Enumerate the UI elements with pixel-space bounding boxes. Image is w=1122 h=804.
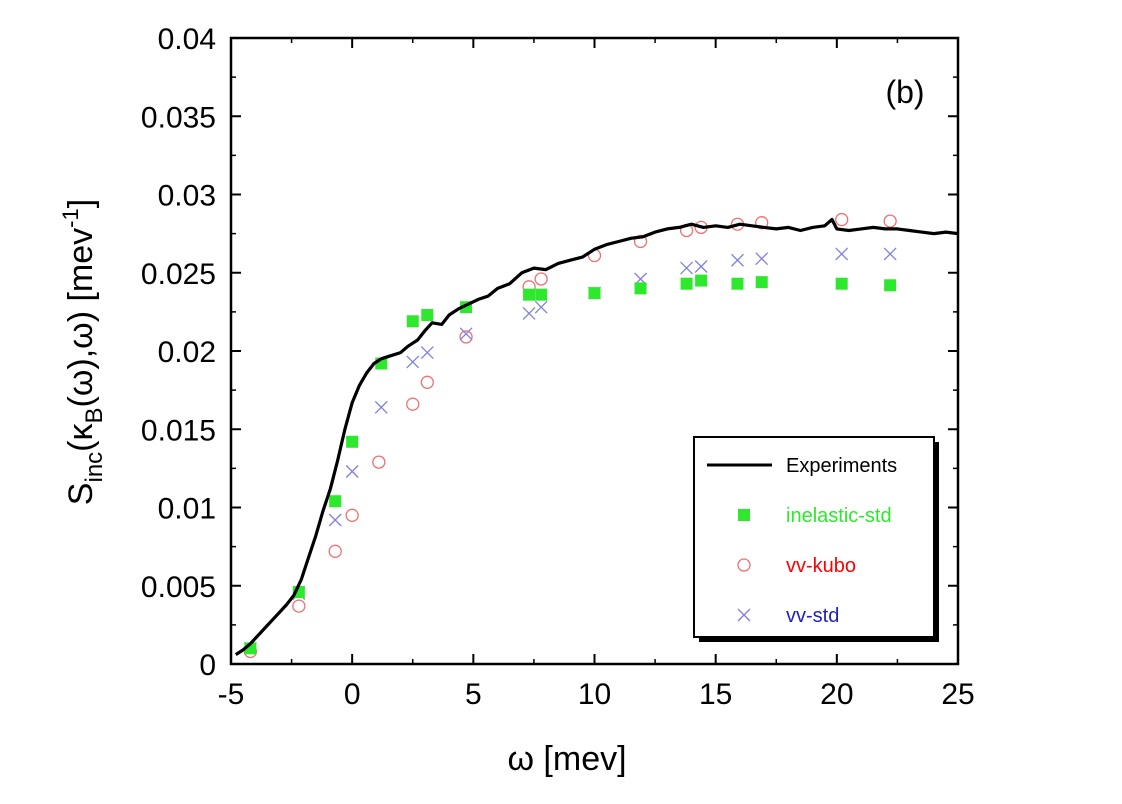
data-point-vv-std (406, 355, 420, 369)
panel-label: (b) (885, 74, 924, 110)
cross-stroke (883, 247, 897, 261)
cross-stroke (345, 465, 359, 478)
data-point-vv-std (374, 400, 388, 414)
legend-box (693, 436, 935, 638)
data-point-inelastic-std (329, 495, 342, 508)
legend: Experiments inelastic-std vv-kubo vv-std (693, 436, 939, 642)
data-point-inelastic-std (680, 277, 693, 290)
cross-stroke (406, 355, 420, 369)
cross-stroke (420, 346, 434, 360)
cross-stroke (328, 513, 342, 527)
data-point-vv-std (459, 327, 473, 341)
data-point-vv-std (420, 346, 434, 360)
legend-label: vv-kubo (786, 555, 856, 577)
x-tick-label: 15 (699, 678, 732, 711)
data-point-vv-std (534, 300, 548, 314)
data-point-vv-kubo (883, 214, 897, 228)
y-tick-label: 0.005 (141, 571, 216, 604)
y-tick-label: 0.035 (141, 101, 216, 134)
data-point-vv-kubo (534, 272, 548, 286)
cross-stroke (694, 260, 708, 273)
data-point-inelastic-std (731, 277, 744, 290)
data-point-vv-kubo (372, 455, 386, 469)
data-point-inelastic-std (244, 642, 257, 655)
y-axis-label: Sinc(κB(ω),ω) [mev-1] (58, 199, 108, 505)
data-point-vv-std (680, 261, 694, 275)
data-point-vv-kubo (328, 544, 342, 558)
legend-label: Experiments (786, 455, 897, 477)
y-tick-label: 0.025 (141, 258, 216, 291)
legend-entry-inelastic-std: inelastic-std (738, 505, 892, 527)
cross-stroke (459, 327, 473, 341)
data-point-vv-kubo (459, 330, 473, 344)
data-point-vv-std (755, 252, 769, 266)
data-point-vv-std (522, 306, 536, 320)
data-point-vv-std (345, 465, 359, 478)
plot-area (234, 212, 959, 659)
data-point-inelastic-std (346, 435, 359, 448)
legend-entry-experiments: Experiments (707, 455, 897, 477)
data-point-vv-std (835, 247, 849, 261)
x-tick-label: 20 (820, 678, 853, 711)
data-point-inelastic-std (406, 315, 419, 328)
x-tick-label: 5 (465, 678, 482, 711)
data-point-inelastic-std (695, 274, 708, 287)
data-point-inelastic-std (588, 287, 601, 300)
x-tick-label: 25 (941, 678, 974, 711)
y-tick-label: 0.015 (141, 414, 216, 447)
data-point-inelastic-std (755, 276, 768, 289)
cross-stroke (374, 400, 388, 414)
cross-stroke (731, 253, 744, 267)
y-tick-label: 0.04 (158, 23, 216, 56)
data-point-vv-kubo (835, 212, 849, 227)
legend-swatch-marker (738, 509, 750, 521)
x-tick-label: -5 (218, 678, 245, 711)
y-tick-label: 0 (199, 649, 216, 682)
data-point-vv-std (694, 260, 708, 273)
data-point-inelastic-std (535, 288, 548, 301)
data-point-vv-kubo (292, 599, 306, 613)
data-point-inelastic-std (884, 279, 897, 292)
data-point-inelastic-std (835, 277, 848, 290)
y-tick-label: 0.01 (158, 493, 216, 526)
legend-label: inelastic-std (786, 505, 892, 527)
data-point-inelastic-std (634, 282, 647, 295)
legend-entry-vv-kubo: vv-kubo (737, 555, 856, 577)
data-point-inelastic-std (421, 309, 434, 322)
x-axis-label: ω [mev] (507, 740, 626, 778)
cross-stroke (534, 300, 548, 314)
data-point-vv-std (328, 513, 342, 527)
y-tick-label: 0.03 (158, 180, 216, 213)
data-point-vv-kubo (420, 375, 434, 389)
series-inelastic-std (244, 274, 897, 655)
data-point-vv-kubo (633, 234, 648, 249)
cross-stroke (737, 608, 751, 622)
legend-swatch-marker (737, 558, 751, 572)
svg-text:Sinc(κB(ω),ω) [mev-1]: Sinc(κB(ω),ω) [mev-1] (58, 199, 108, 505)
data-point-vv-kubo (345, 508, 359, 522)
series-line-experiments (234, 217, 959, 656)
y-tick-label: 0.02 (158, 336, 216, 369)
axes: -5 0 5 10 15 20 2500.0050.010.0150.020.0250.03… (141, 23, 975, 711)
cross-stroke (680, 261, 694, 275)
legend-swatch-marker (737, 608, 751, 622)
cross-stroke (835, 247, 849, 261)
data-point-vv-std (883, 247, 897, 261)
data-point-vv-std (731, 253, 744, 267)
series-experiments (234, 217, 959, 656)
x-tick-label: 0 (344, 678, 361, 711)
legend-label: vv-std (786, 605, 839, 627)
cross-stroke (522, 306, 536, 320)
cross-stroke (755, 252, 769, 266)
legend-entry-vv-std: vv-std (737, 605, 839, 627)
data-point-inelastic-std (523, 288, 536, 301)
x-tick-label: 10 (578, 678, 611, 711)
data-point-vv-kubo (406, 397, 420, 411)
